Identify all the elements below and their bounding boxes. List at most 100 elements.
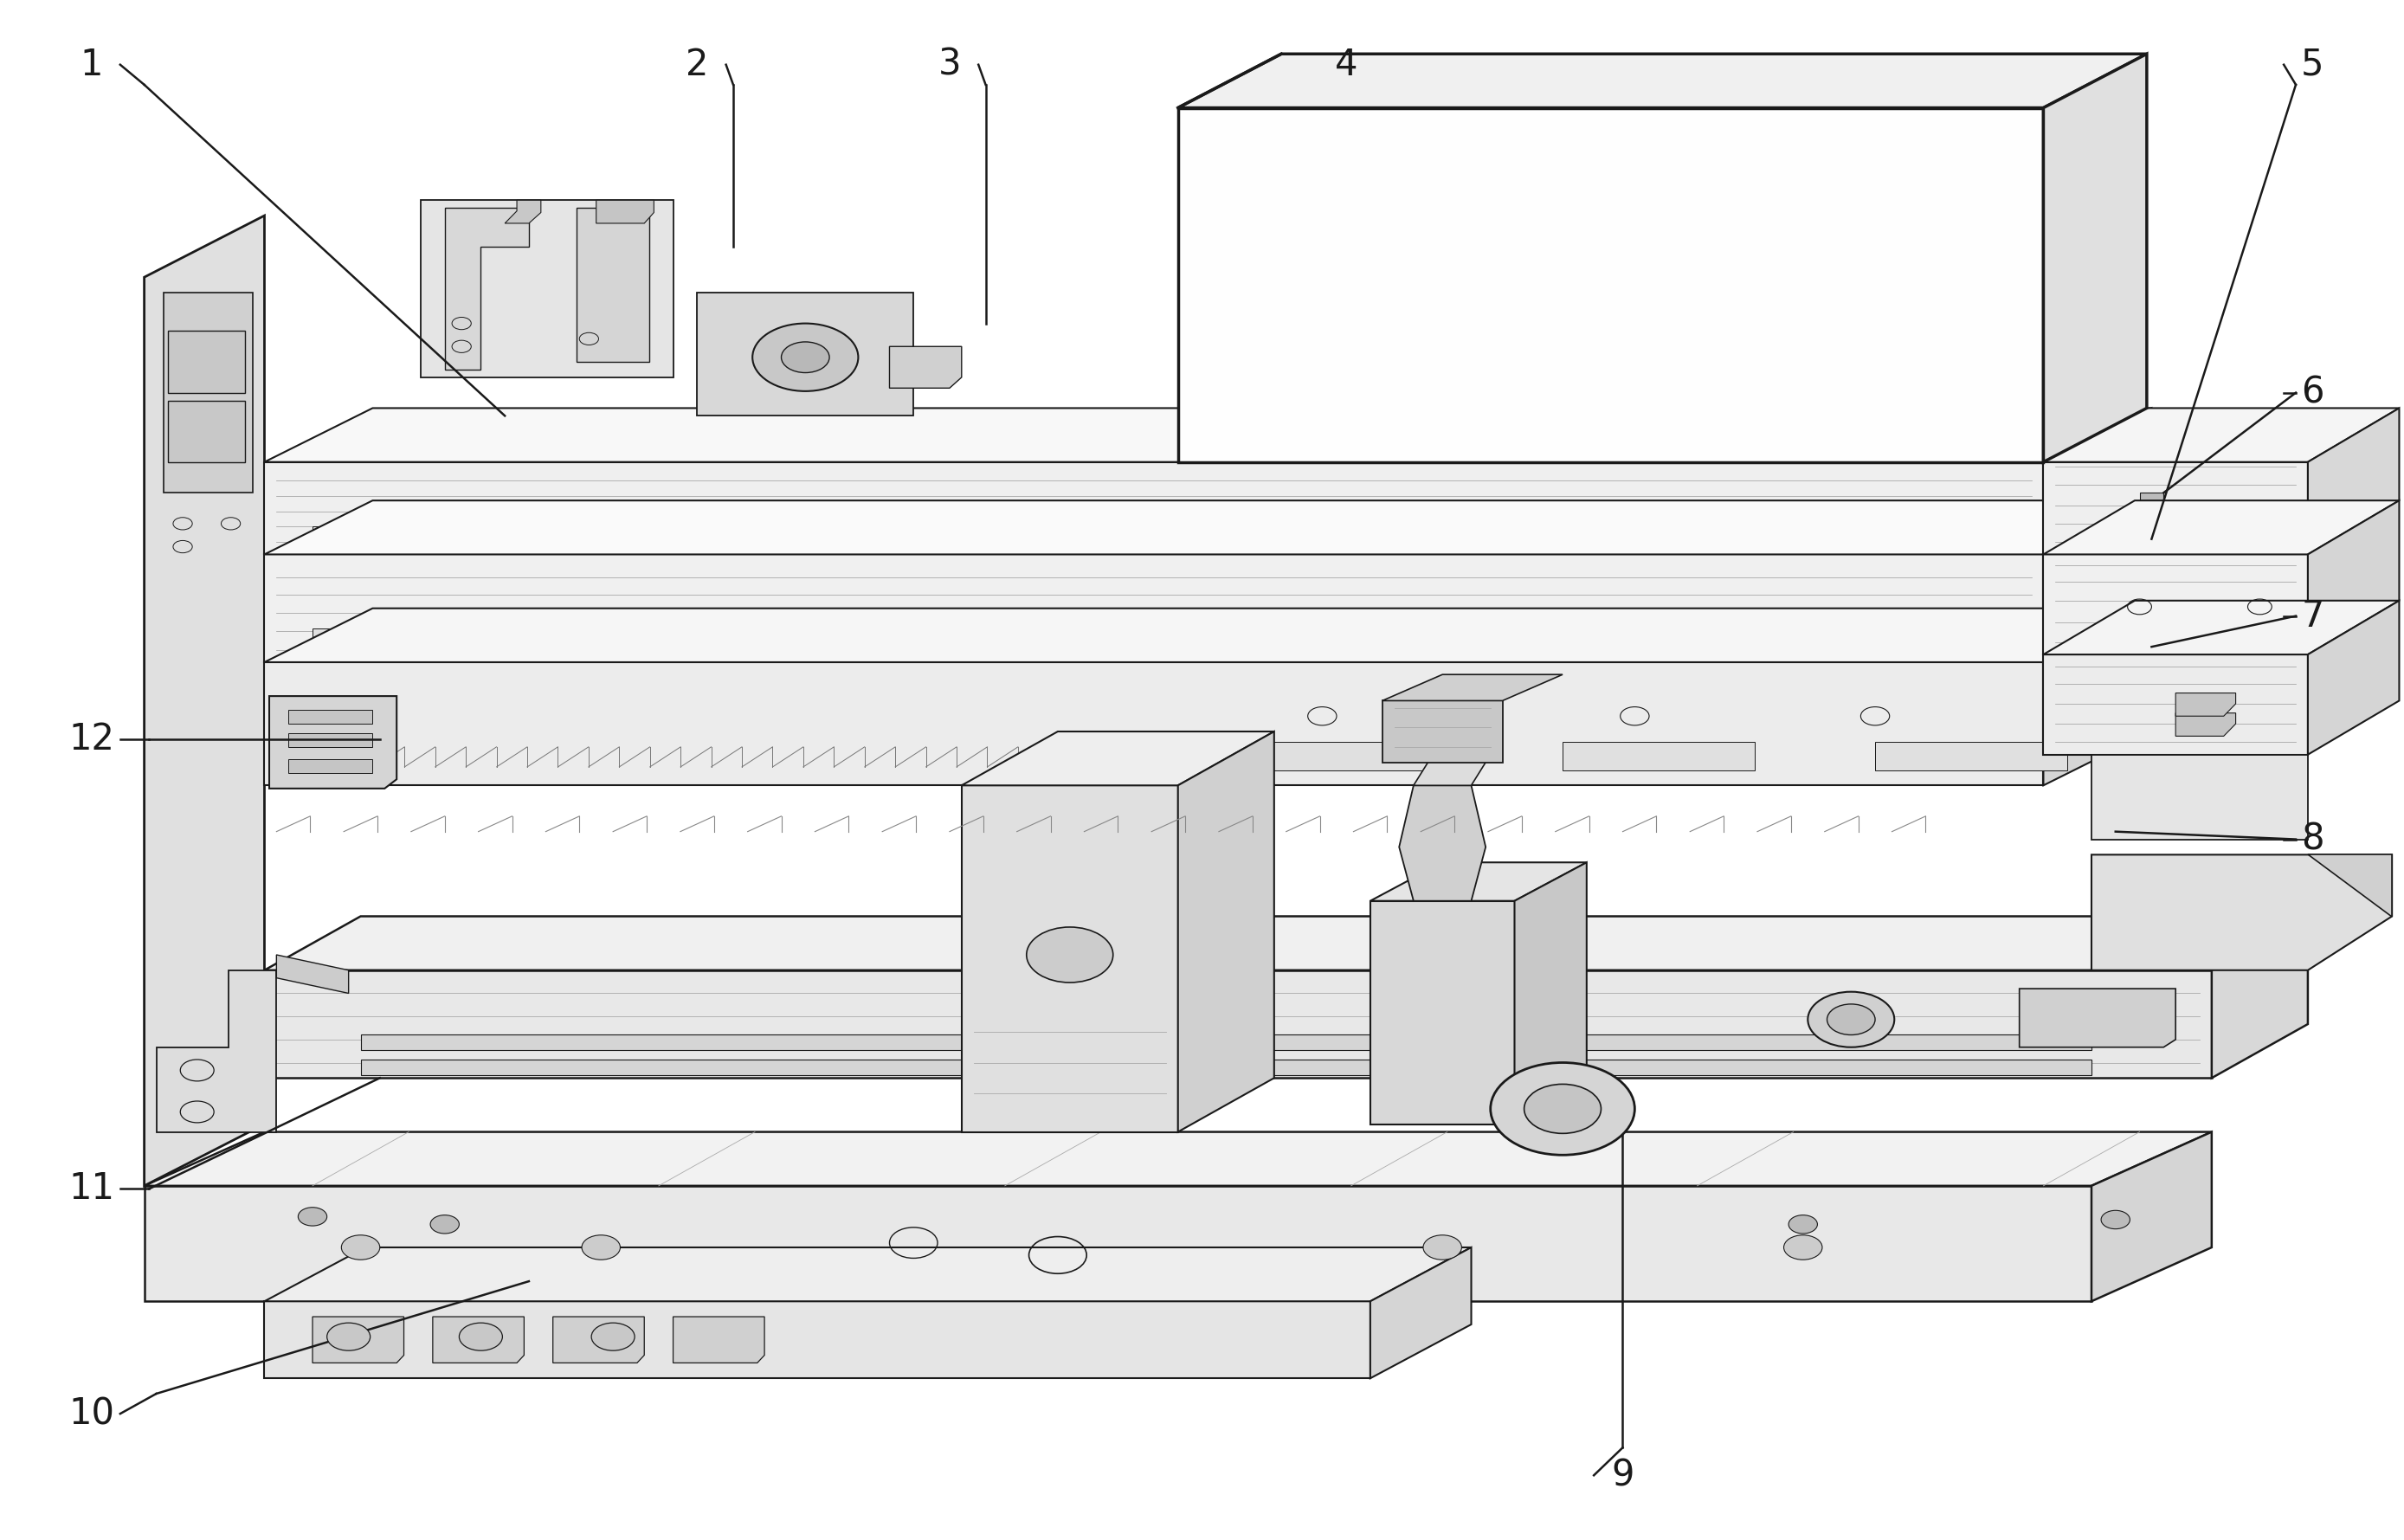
Polygon shape <box>288 710 373 724</box>
Polygon shape <box>264 462 2043 554</box>
Circle shape <box>341 1235 380 1260</box>
Polygon shape <box>673 1317 764 1363</box>
Polygon shape <box>264 554 2043 662</box>
Polygon shape <box>1563 742 1755 770</box>
Circle shape <box>1423 1235 1462 1260</box>
Polygon shape <box>1370 862 1587 901</box>
Polygon shape <box>2091 1132 2212 1301</box>
Polygon shape <box>421 200 673 377</box>
Polygon shape <box>144 1132 2212 1186</box>
Polygon shape <box>144 1186 2091 1301</box>
Polygon shape <box>2043 654 2308 755</box>
Polygon shape <box>264 608 2152 662</box>
Polygon shape <box>2043 501 2399 554</box>
Polygon shape <box>264 501 2152 554</box>
Text: 6: 6 <box>2301 374 2325 411</box>
Circle shape <box>327 1323 370 1351</box>
Circle shape <box>752 323 858 391</box>
Polygon shape <box>962 732 1274 785</box>
Polygon shape <box>288 759 373 773</box>
Polygon shape <box>264 1247 1471 1301</box>
Polygon shape <box>284 701 356 711</box>
Polygon shape <box>2308 408 2399 554</box>
Polygon shape <box>361 1035 2091 1050</box>
Polygon shape <box>1370 1247 1471 1378</box>
Polygon shape <box>2043 601 2399 655</box>
Text: 5: 5 <box>2301 46 2325 83</box>
Polygon shape <box>168 400 245 462</box>
Polygon shape <box>962 785 1178 1132</box>
Polygon shape <box>1178 54 2147 108</box>
Text: 3: 3 <box>938 46 962 83</box>
Circle shape <box>1808 992 1894 1047</box>
Polygon shape <box>1399 785 1486 901</box>
Polygon shape <box>2176 713 2236 736</box>
Polygon shape <box>553 1317 644 1363</box>
Polygon shape <box>685 527 877 547</box>
Polygon shape <box>264 408 2152 462</box>
Polygon shape <box>2176 693 2236 716</box>
Circle shape <box>1490 1063 1635 1155</box>
Text: 7: 7 <box>2301 598 2325 634</box>
Polygon shape <box>168 331 245 393</box>
Polygon shape <box>264 970 2212 1078</box>
Circle shape <box>1827 1004 1875 1035</box>
Text: 4: 4 <box>1334 46 1358 83</box>
Circle shape <box>459 1323 502 1351</box>
Polygon shape <box>269 701 373 770</box>
Polygon shape <box>288 733 373 747</box>
Text: 1: 1 <box>79 46 103 83</box>
Polygon shape <box>1515 862 1587 1124</box>
Polygon shape <box>2308 855 2392 916</box>
Polygon shape <box>284 721 356 731</box>
Polygon shape <box>1178 108 2043 462</box>
Polygon shape <box>163 293 252 493</box>
Polygon shape <box>264 1301 1370 1378</box>
Text: 8: 8 <box>2301 821 2325 858</box>
Polygon shape <box>1178 732 1274 1132</box>
Polygon shape <box>269 696 397 788</box>
Circle shape <box>1789 1215 1817 1234</box>
Polygon shape <box>1731 628 1971 653</box>
Polygon shape <box>1875 742 2067 770</box>
Polygon shape <box>1058 527 1250 547</box>
Polygon shape <box>2043 54 2147 462</box>
Polygon shape <box>2043 462 2308 554</box>
Polygon shape <box>1430 527 1623 547</box>
Polygon shape <box>1257 628 1498 653</box>
Polygon shape <box>505 200 541 223</box>
Polygon shape <box>1803 527 1995 547</box>
Text: 10: 10 <box>67 1395 115 1432</box>
Text: 2: 2 <box>685 46 709 83</box>
Polygon shape <box>313 527 505 547</box>
Polygon shape <box>2308 601 2399 755</box>
Polygon shape <box>2043 501 2152 662</box>
Polygon shape <box>577 208 649 362</box>
Polygon shape <box>2043 554 2308 654</box>
Polygon shape <box>1382 701 1502 762</box>
Polygon shape <box>156 970 276 1132</box>
Polygon shape <box>144 216 264 1186</box>
Polygon shape <box>313 1317 404 1363</box>
Polygon shape <box>2091 755 2308 839</box>
Polygon shape <box>2043 608 2152 785</box>
Circle shape <box>430 1215 459 1234</box>
Circle shape <box>1524 1084 1601 1133</box>
Polygon shape <box>433 1317 524 1363</box>
Polygon shape <box>264 916 2308 970</box>
Polygon shape <box>1370 901 1515 1124</box>
Polygon shape <box>697 293 914 416</box>
Polygon shape <box>1382 675 1563 701</box>
Polygon shape <box>786 628 1027 653</box>
Polygon shape <box>2043 408 2152 554</box>
Polygon shape <box>2164 511 2260 542</box>
Text: 11: 11 <box>67 1170 115 1207</box>
Circle shape <box>591 1323 635 1351</box>
Polygon shape <box>1250 742 1442 770</box>
Polygon shape <box>2019 989 2176 1047</box>
Polygon shape <box>276 955 349 993</box>
Polygon shape <box>361 1060 2091 1075</box>
Polygon shape <box>2140 493 2164 531</box>
Polygon shape <box>2212 916 2308 1078</box>
Circle shape <box>1027 927 1113 983</box>
